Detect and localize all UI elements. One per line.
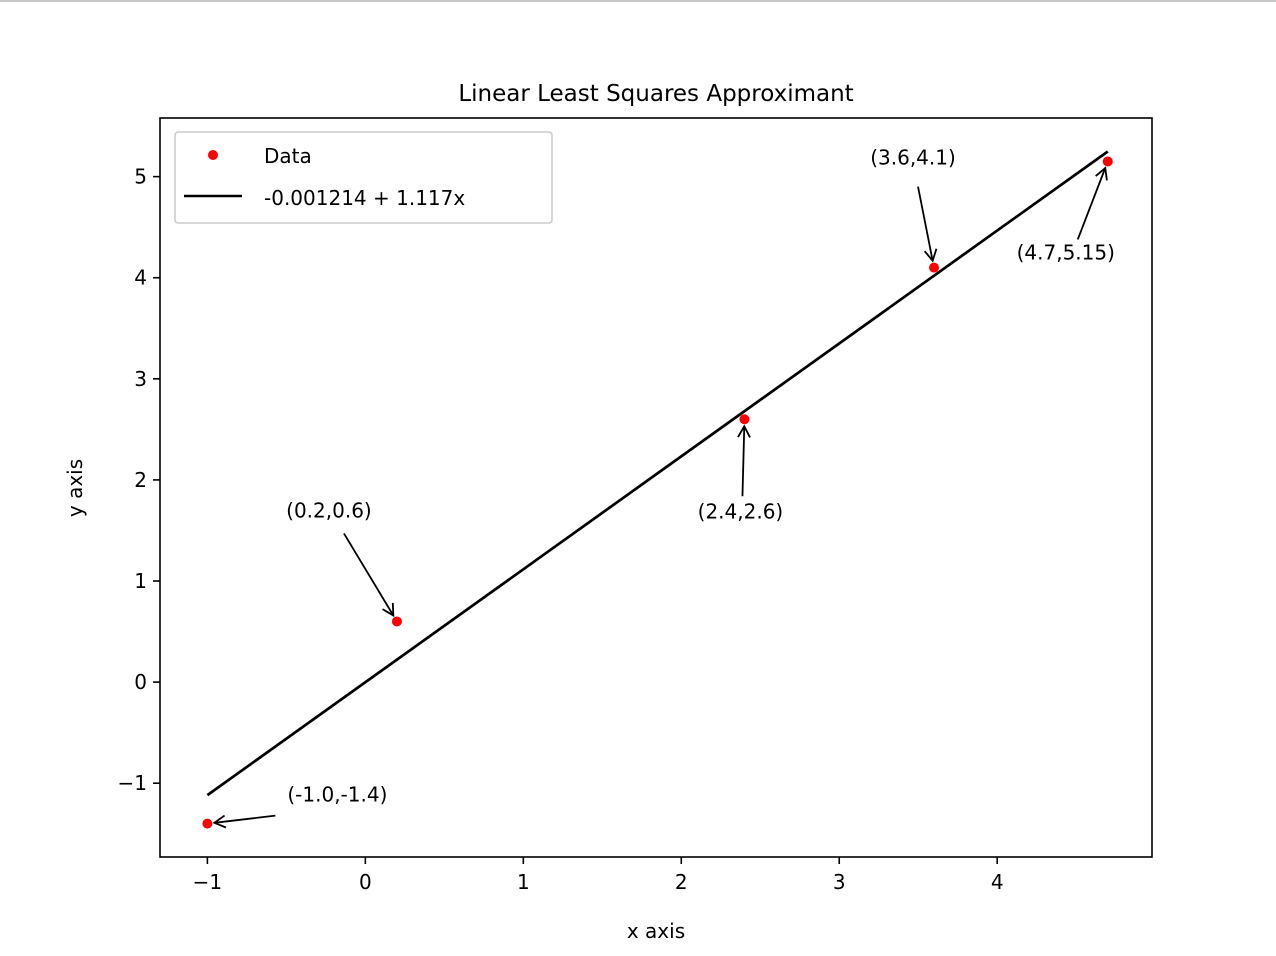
annotation-arrowhead: [212, 814, 227, 829]
legend: Data -0.001214 + 1.117x: [174, 131, 553, 224]
annotations: (-1.0,-1.4) (0.2,0.6) (2.4,2.6) (3.6,4.1) (4…: [212, 146, 1115, 829]
fit-line-path: [206, 150, 1109, 797]
x-axis-ticks: −1 0 1 2 3 4: [193, 857, 1004, 894]
point-annotation-label: (3.6,4.1): [870, 146, 956, 170]
point-annotation-label: (0.2,0.6): [286, 498, 372, 522]
data-point: [202, 818, 213, 829]
legend-line-label: -0.001214 + 1.117x: [264, 186, 465, 210]
annotation-arrowhead: [1095, 166, 1108, 181]
chart-title: Linear Least Squares Approximant: [458, 81, 853, 107]
y-tick-label: 0: [134, 670, 147, 694]
y-axis-label: y axis: [63, 459, 87, 517]
y-axis-ticks: −1 0 1 2 3 4 5: [118, 165, 160, 795]
data-point: [929, 262, 940, 273]
fit-line: [206, 150, 1109, 797]
y-tick-label: −1: [118, 771, 147, 795]
data-point: [739, 414, 750, 425]
x-axis-label: x axis: [627, 919, 685, 943]
legend-data-marker: [208, 150, 218, 160]
y-tick-label: 1: [134, 569, 147, 593]
data-point: [1102, 156, 1113, 167]
plot-frame: [159, 117, 1153, 858]
legend-data-label: Data: [264, 144, 312, 168]
x-tick-label: 1: [517, 870, 530, 894]
annotation-arrowhead: [923, 248, 938, 263]
data-point: [391, 616, 402, 627]
annotation-arrowhead: [382, 602, 395, 618]
point-annotation-label: (2.4,2.6): [698, 499, 784, 523]
annotation-arrow: [1076, 167, 1107, 240]
window-top-border: [0, 0, 1276, 2]
annotation-arrow: [917, 186, 934, 261]
y-tick-label: 2: [134, 468, 147, 492]
data-points: [202, 156, 1113, 829]
legend-box: [174, 131, 553, 224]
x-tick-label: 4: [991, 870, 1004, 894]
x-tick-label: 2: [675, 870, 688, 894]
annotation-arrow: [741, 426, 746, 497]
point-annotation-label: (4.7,5.15): [1017, 240, 1115, 264]
point-annotation-label: (-1.0,-1.4): [287, 783, 387, 807]
x-tick-label: 0: [359, 870, 372, 894]
annotation-arrow: [343, 532, 395, 616]
annotation-arrow: [214, 814, 276, 824]
x-tick-label: −1: [193, 870, 222, 894]
y-tick-label: 5: [134, 165, 147, 189]
x-tick-label: 3: [833, 870, 846, 894]
annotation-arrowhead: [737, 424, 751, 438]
y-tick-label: 4: [134, 266, 147, 290]
y-tick-label: 3: [134, 367, 147, 391]
